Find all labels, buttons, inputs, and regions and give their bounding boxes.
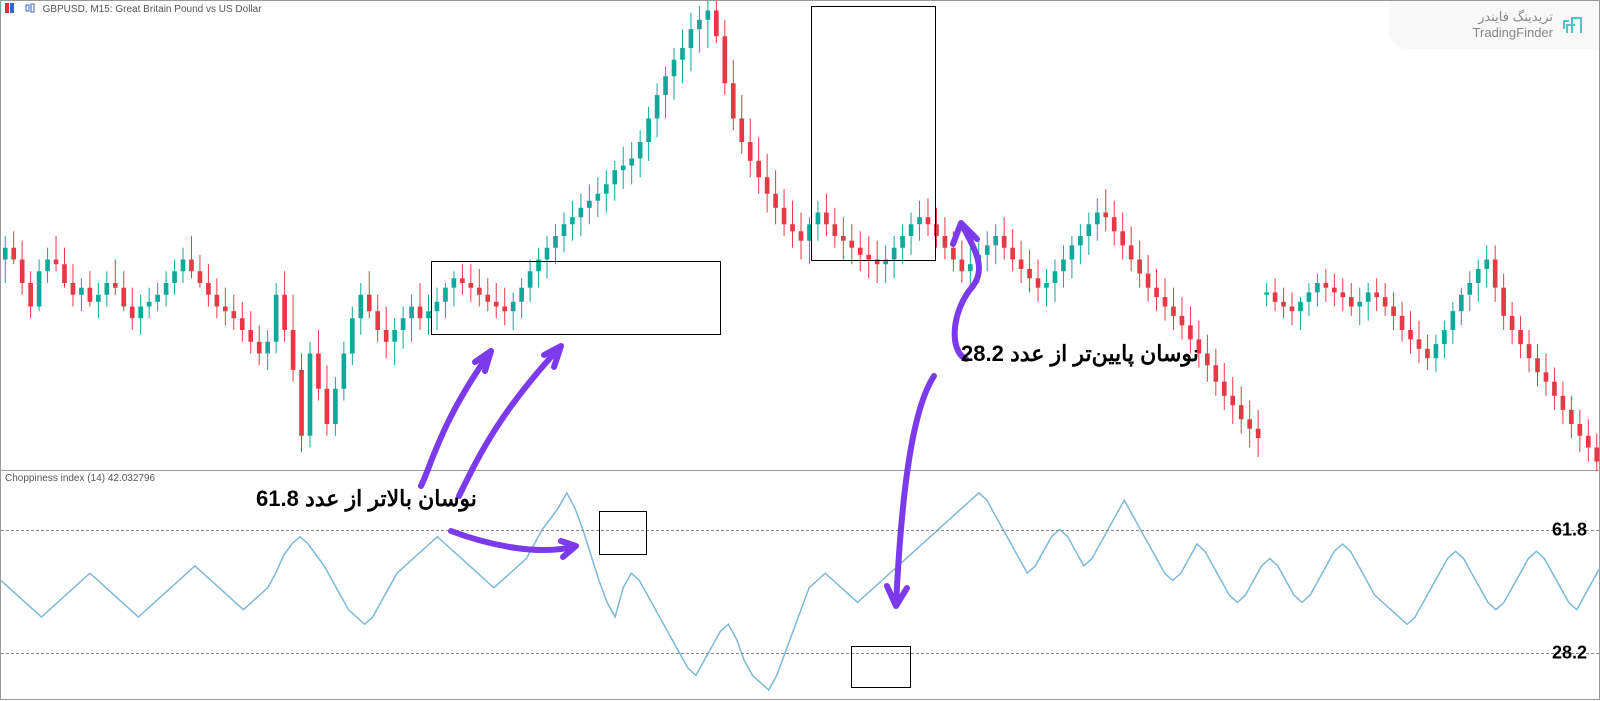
- indicator-panel[interactable]: Choppiness index (14) 42.032796 61.8 28.…: [1, 471, 1599, 701]
- logo-text-farsi: تریدینگ فایندر: [1473, 9, 1553, 25]
- indicator-box-peak: [599, 511, 647, 555]
- indicator-title-text: Choppiness index (14) 42.032796: [5, 473, 155, 484]
- ref-label-618: 61.8: [1552, 520, 1587, 541]
- choppiness-line-chart[interactable]: [1, 471, 1600, 701]
- symbol-icon-set: [5, 3, 19, 16]
- ref-line-618: [1, 530, 1599, 531]
- ref-label-282: 28.2: [1552, 642, 1587, 663]
- indicator-box-trough: [851, 646, 911, 688]
- price-panel-title: GBPUSD, M15: Great Britain Pound vs US D…: [5, 3, 262, 16]
- ref-line-282: [1, 653, 1599, 654]
- candlestick-chart[interactable]: [1, 1, 1600, 471]
- logo-text-latin: TradingFinder: [1473, 25, 1553, 41]
- chart-container: GBPUSD, M15: Great Britain Pound vs US D…: [0, 0, 1600, 700]
- symbol-title-text: GBPUSD, M15: Great Britain Pound vs US D…: [43, 4, 262, 15]
- annotation-box-trend: [811, 6, 936, 261]
- chart-type-icon: [25, 3, 37, 16]
- watermark-logo: تریدینگ فایندر TradingFinder: [1389, 1, 1599, 49]
- annotation-label-below-282: نوسان پایین‌تر از عدد 28.2: [961, 341, 1199, 367]
- annotation-label-above-618: نوسان بالاتر از عدد 61.8: [256, 486, 477, 512]
- price-panel[interactable]: GBPUSD, M15: Great Britain Pound vs US D…: [1, 1, 1599, 471]
- indicator-panel-title: Choppiness index (14) 42.032796: [5, 473, 155, 484]
- annotation-box-consolidation: [431, 261, 721, 335]
- logo-icon: [1561, 13, 1585, 37]
